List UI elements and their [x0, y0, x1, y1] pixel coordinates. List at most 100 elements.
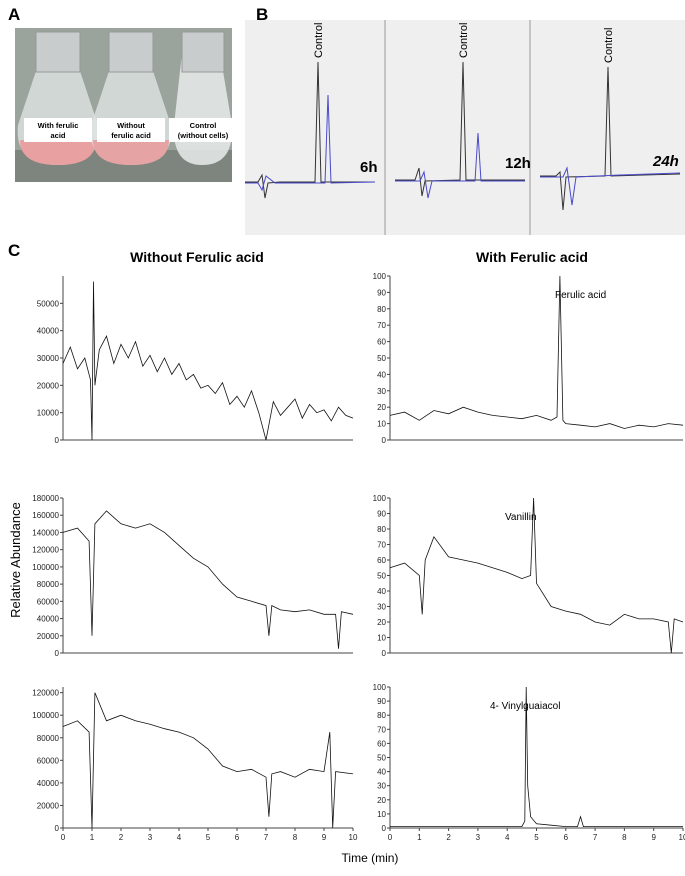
x-tick-label: 4 — [505, 833, 510, 842]
y-tick-label: 0 — [382, 436, 387, 445]
x-tick-label: 0 — [61, 833, 66, 842]
y-tick-label: 100 — [373, 272, 387, 281]
y-tick-label: 120000 — [32, 689, 59, 698]
y-tick-label: 60 — [377, 739, 386, 748]
y-tick-label: 90 — [377, 697, 386, 706]
y-tick-label: 20 — [377, 403, 386, 412]
y-tick-label: 40 — [377, 370, 386, 379]
y-tick-label: 50 — [377, 572, 386, 581]
y-tick-label: 60 — [377, 338, 386, 347]
y-tick-label: 60000 — [37, 756, 60, 765]
y-tick-label: 0 — [55, 649, 60, 658]
y-tick-label: 20 — [377, 618, 386, 627]
label-box — [169, 118, 237, 142]
column-title: Without Ferulic acid — [130, 249, 264, 265]
x-tick-label: 3 — [476, 833, 481, 842]
label-box — [24, 118, 92, 142]
y-tick-label: 100000 — [32, 711, 59, 720]
x-tick-label: 5 — [534, 833, 539, 842]
traces — [245, 61, 681, 211]
y-tick-label: 10000 — [37, 409, 60, 418]
y-tick-label: 30 — [377, 782, 386, 791]
x-tick-label: 7 — [264, 833, 269, 842]
y-tick-label: 0 — [55, 436, 60, 445]
time-label: 12h — [505, 155, 531, 172]
x-tick-label: 6 — [235, 833, 240, 842]
y-tick-label: 70 — [377, 725, 386, 734]
flask-label: (without cells) — [178, 131, 229, 140]
y-tick-label: 40000 — [37, 779, 60, 788]
y-tick-label: 20000 — [37, 381, 60, 390]
y-tick-label: 80 — [377, 305, 386, 314]
y-tick-label: 50 — [377, 754, 386, 763]
trace — [62, 281, 354, 441]
y-tick-label: 60000 — [37, 597, 60, 606]
flask-label: acid — [50, 131, 65, 140]
y-tick-label: 40 — [377, 587, 386, 596]
y-tick-label: 40000 — [37, 327, 60, 336]
x-tick-label: 4 — [177, 833, 182, 842]
x-tick-label: 10 — [349, 833, 358, 842]
y-tick-label: 120000 — [32, 546, 59, 555]
y-tick-label: 140000 — [32, 528, 59, 537]
y-tick-label: 70 — [377, 321, 386, 330]
y-tick-label: 100000 — [32, 563, 59, 572]
y-tick-label: 40 — [377, 768, 386, 777]
x-tick-label: 1 — [417, 833, 422, 842]
peak-label: Control — [603, 28, 615, 63]
y-tick-label: 90 — [377, 288, 386, 297]
x-tick-label: 2 — [119, 833, 124, 842]
y-tick-label: 50 — [377, 354, 386, 363]
y-tick-label: 20 — [377, 796, 386, 805]
y-tick-label: 70 — [377, 541, 386, 550]
trace — [62, 510, 354, 649]
y-tick-label: 80000 — [37, 734, 60, 743]
x-tick-label: 3 — [148, 833, 153, 842]
x-tick-label: 9 — [651, 833, 656, 842]
y-tick-label: 80 — [377, 525, 386, 534]
peak-annotation: 4- Vinylguaiacol — [490, 701, 560, 712]
flask-label: Control — [190, 121, 217, 130]
y-tick-label: 0 — [382, 649, 387, 658]
label-box — [97, 118, 165, 142]
time-label: 24h — [652, 153, 679, 170]
x-tick-label: 8 — [622, 833, 627, 842]
x-tick-label: 7 — [593, 833, 598, 842]
y-tick-label: 60 — [377, 556, 386, 565]
y-tick-label: 180000 — [32, 494, 59, 503]
x-tick-label: 1 — [90, 833, 95, 842]
y-tick-label: 10 — [377, 810, 386, 819]
flask-label: Without — [117, 121, 145, 130]
x-tick-label: 2 — [446, 833, 451, 842]
peak-annotation: Vanillin — [505, 512, 537, 523]
trace — [389, 275, 684, 429]
peak-label: Control — [458, 23, 470, 58]
x-tick-label: 9 — [322, 833, 327, 842]
peak-label: Control — [313, 23, 325, 58]
y-tick-label: 80 — [377, 711, 386, 720]
x-tick-label: 6 — [564, 833, 569, 842]
y-tick-label: 20000 — [37, 801, 60, 810]
flasks — [17, 31, 233, 165]
trace — [62, 692, 354, 829]
x-tick-label: 0 — [388, 833, 393, 842]
x-tick-label: 10 — [679, 833, 685, 842]
time-label: 6h — [360, 159, 378, 176]
y-tick-label: 100 — [373, 494, 387, 503]
y-tick-label: 40000 — [37, 615, 60, 624]
y-tick-label: 160000 — [32, 511, 59, 520]
peak-annotation: Ferulic acid — [555, 290, 606, 301]
y-tick-label: 100 — [373, 683, 387, 692]
x-axis-label: Time (min) — [342, 851, 399, 865]
x-tick-label: 8 — [293, 833, 298, 842]
y-tick-label: 30000 — [37, 354, 60, 363]
flask-label: With ferulic — [38, 121, 79, 130]
panel-label: B — [256, 5, 268, 24]
y-tick-label: 90 — [377, 510, 386, 519]
y-tick-label: 30 — [377, 603, 386, 612]
y-tick-label: 80000 — [37, 580, 60, 589]
y-tick-label: 50000 — [37, 299, 60, 308]
y-tick-label: 0 — [382, 824, 387, 833]
column-title: With Ferulic acid — [476, 249, 588, 265]
y-tick-label: 0 — [55, 824, 60, 833]
